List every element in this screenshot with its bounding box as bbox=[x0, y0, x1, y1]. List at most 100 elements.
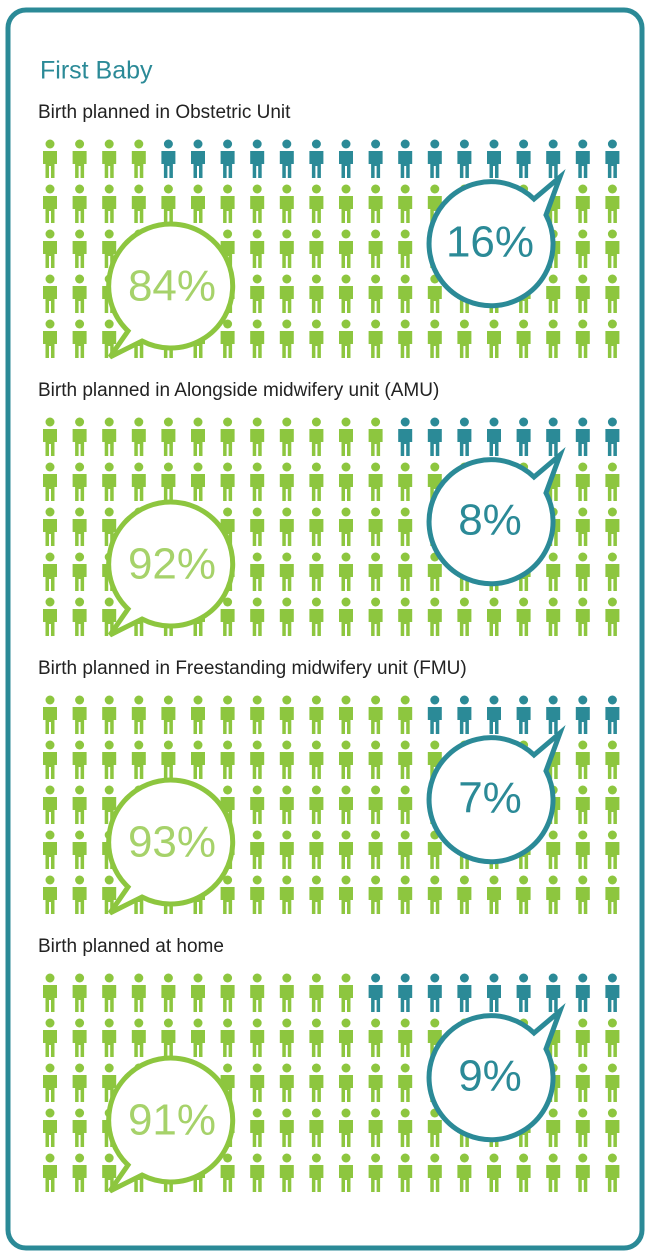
person-icon bbox=[368, 1063, 383, 1102]
person-icon bbox=[398, 830, 413, 869]
icon-body bbox=[546, 609, 561, 636]
icon-body bbox=[339, 707, 353, 734]
icon-body bbox=[72, 519, 87, 546]
person-icon bbox=[339, 184, 353, 223]
icon-body bbox=[309, 842, 324, 869]
icon-head bbox=[311, 1108, 321, 1118]
icon-body bbox=[457, 707, 472, 734]
icon-body bbox=[72, 1165, 87, 1192]
person-icon bbox=[250, 1153, 265, 1192]
person-icon bbox=[250, 184, 265, 223]
icon-body bbox=[309, 985, 324, 1012]
icon-body bbox=[368, 564, 383, 591]
person-icon bbox=[250, 274, 265, 313]
person-icon bbox=[250, 695, 265, 734]
icon-body bbox=[339, 985, 353, 1012]
icon-body bbox=[575, 151, 590, 178]
person-icon bbox=[250, 417, 265, 456]
person-icon bbox=[427, 417, 442, 456]
icon-body bbox=[250, 609, 265, 636]
icon-head bbox=[489, 875, 499, 885]
person-icon bbox=[309, 1018, 324, 1057]
person-icon bbox=[161, 139, 176, 178]
bubble bbox=[106, 1055, 236, 1194]
person-icon bbox=[487, 319, 501, 358]
person-icon bbox=[191, 417, 205, 456]
icon-body bbox=[279, 1030, 294, 1057]
icon-body bbox=[398, 842, 413, 869]
person-icon bbox=[309, 1153, 324, 1192]
icon-body bbox=[575, 331, 590, 358]
icon-head bbox=[223, 785, 233, 795]
icon-body bbox=[161, 196, 176, 223]
icon-body bbox=[605, 519, 620, 546]
person-icon bbox=[220, 184, 235, 223]
icon-head bbox=[400, 274, 410, 284]
icon-head bbox=[282, 1108, 292, 1118]
icon-body bbox=[72, 842, 87, 869]
icon-head bbox=[489, 1153, 499, 1163]
person-icon bbox=[368, 1018, 383, 1057]
icon-head bbox=[400, 1153, 410, 1163]
person-icon bbox=[43, 740, 57, 779]
person-icon bbox=[575, 1063, 590, 1102]
person-icon bbox=[72, 1018, 87, 1057]
icon-body bbox=[487, 887, 501, 914]
icon-body bbox=[279, 1120, 294, 1147]
icon-head bbox=[311, 462, 321, 472]
icon-body bbox=[220, 609, 235, 636]
person-icon bbox=[131, 973, 146, 1012]
icon-body bbox=[546, 887, 561, 914]
person-icon bbox=[368, 274, 383, 313]
icon-body bbox=[250, 429, 265, 456]
person-icon bbox=[220, 695, 235, 734]
icon-head bbox=[341, 597, 351, 607]
icon-head bbox=[371, 597, 381, 607]
icon-body bbox=[279, 1165, 294, 1192]
icon-body bbox=[339, 797, 353, 824]
icon-head bbox=[104, 1018, 114, 1028]
icon-head bbox=[134, 695, 144, 705]
icon-head bbox=[371, 319, 381, 329]
person-icon bbox=[309, 139, 324, 178]
person-icon bbox=[161, 417, 176, 456]
icon-head bbox=[400, 973, 410, 983]
icon-body bbox=[575, 1030, 590, 1057]
icon-head bbox=[607, 552, 617, 562]
person-icon bbox=[605, 139, 620, 178]
person-icon bbox=[339, 785, 353, 824]
icon-head bbox=[163, 184, 173, 194]
person-icon bbox=[43, 1018, 57, 1057]
person-icon bbox=[427, 695, 442, 734]
person-icon bbox=[368, 319, 383, 358]
icon-head bbox=[134, 1018, 144, 1028]
person-icon bbox=[339, 1153, 353, 1192]
person-icon bbox=[43, 1108, 57, 1147]
icon-body bbox=[546, 429, 561, 456]
person-icon bbox=[605, 184, 620, 223]
icon-head bbox=[252, 229, 262, 239]
icon-body bbox=[339, 887, 353, 914]
icon-body bbox=[191, 429, 205, 456]
icon-body bbox=[43, 331, 57, 358]
icon-head bbox=[163, 973, 173, 983]
person-icon bbox=[72, 1108, 87, 1147]
icon-body bbox=[487, 331, 501, 358]
person-icon bbox=[72, 1153, 87, 1192]
person-icon bbox=[279, 785, 294, 824]
icon-head bbox=[341, 1153, 351, 1163]
person-icon bbox=[191, 1018, 205, 1057]
person-icon bbox=[546, 830, 561, 869]
icon-body bbox=[487, 707, 501, 734]
icon-head bbox=[45, 1153, 55, 1163]
icon-body bbox=[131, 1030, 146, 1057]
icon-body bbox=[339, 474, 353, 501]
person-icon bbox=[546, 552, 561, 591]
icon-body bbox=[43, 151, 57, 178]
person-icon bbox=[250, 1108, 265, 1147]
person-icon bbox=[427, 597, 442, 636]
icon-body bbox=[309, 1165, 324, 1192]
icon-body bbox=[250, 286, 265, 313]
person-icon bbox=[368, 597, 383, 636]
person-icon bbox=[398, 417, 413, 456]
